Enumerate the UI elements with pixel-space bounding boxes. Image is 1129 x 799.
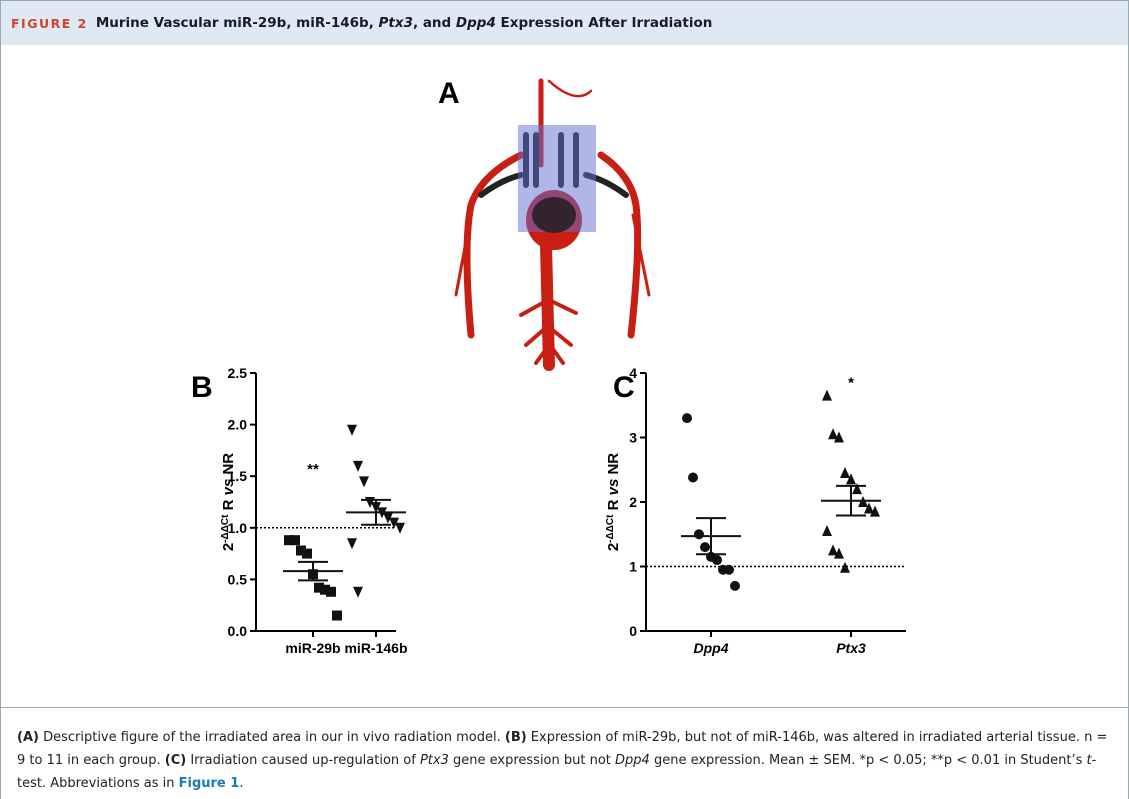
y-tick-label: 1.5 bbox=[228, 468, 248, 484]
data-point bbox=[712, 555, 722, 565]
data-point bbox=[682, 413, 692, 423]
figure-title: Murine Vascular miR-29b, miR-146b, Ptx3,… bbox=[96, 15, 713, 31]
data-point bbox=[332, 611, 342, 621]
text-run: (B) bbox=[505, 730, 527, 745]
y-tick-label: 1 bbox=[629, 559, 637, 575]
text-run: , and bbox=[413, 15, 456, 31]
data-point bbox=[822, 525, 832, 536]
data-point bbox=[302, 549, 312, 559]
figure-label: FIGURE 2 bbox=[11, 16, 88, 31]
y-axis-label-part: 2 bbox=[605, 543, 622, 551]
text-run: Dpp4 bbox=[456, 15, 496, 31]
data-point bbox=[688, 472, 698, 482]
panel-label: B bbox=[191, 371, 213, 404]
significance-label: * bbox=[848, 374, 854, 391]
data-point bbox=[326, 587, 336, 597]
figure-link[interactable]: Figure 1 bbox=[179, 776, 240, 791]
data-point bbox=[347, 425, 357, 436]
y-tick-label: 0.5 bbox=[228, 571, 248, 587]
text-run: (A) bbox=[17, 730, 39, 745]
text-run: Dpp4 bbox=[615, 753, 650, 768]
y-tick-label: 2.0 bbox=[228, 417, 248, 433]
text-run: Ptx3 bbox=[379, 15, 413, 31]
y-tick-label: 3 bbox=[629, 430, 637, 446]
x-tick-label: Dpp4 bbox=[694, 640, 729, 656]
text-run: (C) bbox=[165, 753, 186, 768]
text-run: Ptx3 bbox=[420, 753, 449, 768]
text-run: Descriptive figure of the irradiated are… bbox=[39, 730, 505, 745]
data-point bbox=[840, 467, 850, 478]
y-tick-label: 4 bbox=[629, 365, 637, 381]
x-tick-label: Ptx3 bbox=[836, 640, 866, 656]
panel-label: A bbox=[438, 77, 460, 110]
data-point bbox=[347, 538, 357, 549]
data-point bbox=[700, 542, 710, 552]
data-point bbox=[840, 562, 850, 573]
figure-caption: (A) Descriptive figure of the irradiated… bbox=[1, 707, 1128, 799]
heart-shading bbox=[532, 197, 576, 233]
x-tick-label: miR-29b bbox=[285, 640, 340, 656]
y-tick-label: 0 bbox=[629, 623, 637, 639]
data-point bbox=[290, 535, 300, 545]
data-point bbox=[395, 523, 405, 534]
y-axis-label-part: NR bbox=[605, 453, 622, 479]
y-axis-label-part: -ΔΔCt bbox=[605, 514, 616, 543]
data-point bbox=[353, 461, 363, 472]
y-tick-label: 0.0 bbox=[228, 623, 248, 639]
data-point bbox=[359, 476, 369, 487]
y-axis-label-part: vs bbox=[605, 479, 622, 496]
text-run: Expression After Irradiation bbox=[496, 15, 713, 31]
data-point bbox=[353, 587, 363, 598]
text-run: gene expression but not bbox=[449, 753, 615, 768]
significance-label: ** bbox=[307, 461, 319, 478]
text-run: . bbox=[239, 776, 243, 791]
y-axis-label: 2-ΔΔCt R vs NR bbox=[605, 453, 623, 551]
y-tick-label: 1.0 bbox=[228, 520, 248, 536]
data-point bbox=[694, 529, 704, 539]
data-point bbox=[724, 565, 734, 575]
y-tick-label: 2 bbox=[629, 494, 637, 510]
x-tick-label: miR-146b bbox=[344, 640, 407, 656]
text-run: gene expression. Mean ± SEM. *p < 0.05; … bbox=[650, 753, 1087, 768]
figure-panel: FIGURE 2 Murine Vascular miR-29b, miR-14… bbox=[0, 0, 1129, 799]
y-tick-label: 2.5 bbox=[228, 365, 248, 381]
y-axis-label-part: 2 bbox=[220, 543, 237, 551]
text-run: Irradiation caused up-regulation of bbox=[186, 753, 420, 768]
y-axis-label-part: R bbox=[605, 495, 622, 514]
data-point bbox=[822, 390, 832, 401]
text-run: Murine Vascular miR-29b, miR-146b, bbox=[96, 15, 379, 31]
data-point bbox=[730, 581, 740, 591]
figure-header: FIGURE 2 Murine Vascular miR-29b, miR-14… bbox=[1, 0, 1128, 45]
figure-body: A B2-ΔΔCt R vs NR0.00.51.01.52.02.5miR-2… bbox=[1, 45, 1128, 707]
data-point bbox=[852, 483, 862, 494]
y-axis-label-part: R bbox=[220, 495, 237, 514]
